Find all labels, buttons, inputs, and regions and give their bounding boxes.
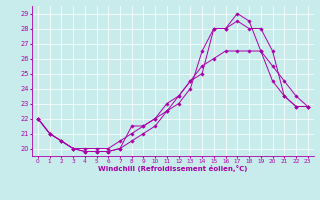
X-axis label: Windchill (Refroidissement éolien,°C): Windchill (Refroidissement éolien,°C) [98, 165, 247, 172]
